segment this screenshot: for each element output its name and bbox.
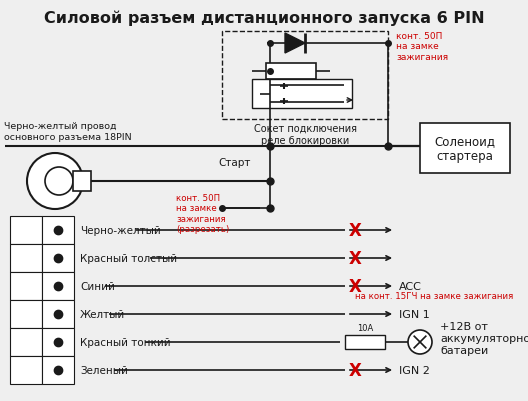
Bar xyxy=(42,217,74,244)
Text: Черно-желтый: Черно-желтый xyxy=(80,225,161,235)
Text: Красный тонкий: Красный тонкий xyxy=(80,337,171,347)
Bar xyxy=(222,32,388,120)
Circle shape xyxy=(408,330,432,354)
Bar xyxy=(10,356,42,384)
Text: Соленоид
стартера: Соленоид стартера xyxy=(435,135,495,162)
Text: на конт. 15ГЧ на замке зажигания: на конт. 15ГЧ на замке зажигания xyxy=(355,292,513,301)
Text: Силовой разъем дистанционного запуска 6 PIN: Силовой разъем дистанционного запуска 6 … xyxy=(44,10,484,25)
Polygon shape xyxy=(285,34,305,54)
Circle shape xyxy=(45,168,73,196)
Text: X: X xyxy=(348,277,362,295)
Text: X: X xyxy=(348,249,362,267)
Text: ACC: ACC xyxy=(399,281,422,291)
Bar xyxy=(10,272,42,300)
Text: 10А: 10А xyxy=(357,323,373,332)
Text: +12В от
аккумуляторной
батареи: +12В от аккумуляторной батареи xyxy=(440,322,528,355)
Text: Желтый: Желтый xyxy=(80,309,125,319)
Text: конт. 50П
на замке
зажигания
(разрезать): конт. 50П на замке зажигания (разрезать) xyxy=(176,194,229,234)
Bar xyxy=(42,328,74,356)
Bar xyxy=(42,272,74,300)
Text: IGN 2: IGN 2 xyxy=(399,365,430,375)
Text: Зеленый: Зеленый xyxy=(80,365,128,375)
Bar xyxy=(345,335,385,349)
Bar xyxy=(42,244,74,272)
Circle shape xyxy=(27,154,83,209)
Bar xyxy=(42,300,74,328)
Bar xyxy=(10,300,42,328)
Text: X: X xyxy=(348,361,362,379)
Text: Старт: Старт xyxy=(218,158,250,168)
Bar xyxy=(252,80,352,109)
Text: Синий: Синий xyxy=(80,281,115,291)
Text: Черно-желтый провод
основного разъема 18PIN: Черно-желтый провод основного разъема 18… xyxy=(4,122,131,141)
Text: IGN 1: IGN 1 xyxy=(399,309,430,319)
Bar xyxy=(420,124,510,174)
Text: X: X xyxy=(348,221,362,239)
Text: Красный толстый: Красный толстый xyxy=(80,253,177,263)
Bar xyxy=(10,328,42,356)
Bar xyxy=(42,356,74,384)
Bar xyxy=(266,64,316,80)
Bar xyxy=(10,244,42,272)
Text: Сокет подключения
реле блокировки: Сокет подключения реле блокировки xyxy=(253,124,356,145)
Text: конт. 50П
на замке
зажигания: конт. 50П на замке зажигания xyxy=(396,32,448,62)
Bar xyxy=(10,217,42,244)
Bar xyxy=(73,172,91,192)
